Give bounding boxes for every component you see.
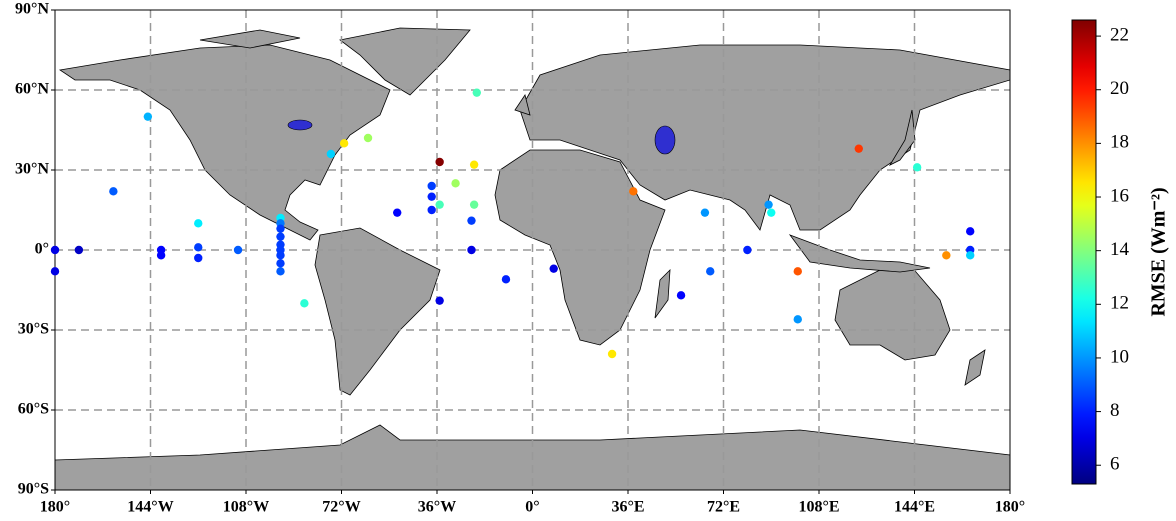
y-tick-label: 0° xyxy=(35,241,49,258)
x-tick-label: 144°E xyxy=(894,499,935,516)
station-point xyxy=(427,181,436,191)
x-tick-label: 72°E xyxy=(707,499,740,516)
y-tick-label: 30°S xyxy=(18,321,49,338)
station-point xyxy=(472,88,481,97)
colorbar-tick-label: 10 xyxy=(1110,346,1129,367)
station-point xyxy=(912,163,922,172)
x-tick-label: 72°W xyxy=(322,499,360,516)
station-point xyxy=(326,149,336,159)
colorbar-tick-label: 12 xyxy=(1110,293,1129,314)
y-tick-label: 60°S xyxy=(18,401,49,418)
station-point xyxy=(966,227,975,236)
station-point xyxy=(156,251,166,260)
station-point xyxy=(700,208,710,217)
station-point xyxy=(793,315,802,324)
station-point xyxy=(435,296,444,305)
x-tick-label: 0° xyxy=(525,499,539,516)
station-point xyxy=(435,200,444,209)
station-point xyxy=(467,216,476,225)
station-point xyxy=(966,251,975,260)
station-point xyxy=(676,291,686,300)
station-point xyxy=(764,200,773,209)
station-point xyxy=(469,160,479,169)
y-tick-label: 60°N xyxy=(15,81,49,98)
landmass xyxy=(54,27,1011,491)
x-tick-label: 180° xyxy=(995,499,1025,516)
station-point xyxy=(276,251,285,260)
station-point xyxy=(427,192,436,201)
station-point xyxy=(50,245,60,255)
station-point xyxy=(194,219,203,228)
x-tick-label: 36°W xyxy=(418,499,456,516)
station-point xyxy=(276,232,285,241)
station-point xyxy=(276,224,285,233)
station-point xyxy=(942,251,951,260)
station-point xyxy=(435,157,444,167)
station-point xyxy=(339,139,349,148)
station-point xyxy=(276,267,285,276)
y-tick-label: 90°N xyxy=(15,1,49,18)
x-tick-label: 180° xyxy=(40,499,70,516)
x-tick-label: 108°W xyxy=(223,499,269,516)
station-point xyxy=(607,349,617,359)
station-point xyxy=(109,187,118,196)
station-point xyxy=(467,245,476,255)
station-point xyxy=(427,205,436,215)
station-point xyxy=(363,133,373,143)
station-point xyxy=(276,259,285,268)
station-point xyxy=(549,264,558,273)
station-point xyxy=(501,275,511,284)
station-point xyxy=(793,267,802,276)
station-point xyxy=(767,208,776,217)
station-point xyxy=(706,267,715,276)
x-tick-label: 36°E xyxy=(611,499,644,516)
station-point xyxy=(50,267,60,276)
y-tick-label: 30°N xyxy=(15,161,49,178)
colorbar-tick-label: 18 xyxy=(1110,132,1129,153)
station-point xyxy=(74,245,84,255)
station-point xyxy=(469,200,479,209)
station-point xyxy=(451,179,460,188)
station-point xyxy=(393,208,402,217)
colorbar-tick-label: 8 xyxy=(1110,400,1120,421)
station-point xyxy=(194,243,203,252)
colorbar-tick-label: 22 xyxy=(1110,24,1129,45)
station-point xyxy=(743,245,752,255)
grid xyxy=(55,10,1010,490)
station-point xyxy=(629,187,638,196)
colorbar-tick-label: 6 xyxy=(1110,454,1120,475)
colorbar-tick-label: 14 xyxy=(1110,239,1130,260)
colorbar-tick-label: 20 xyxy=(1110,78,1129,99)
x-tick-label: 108°E xyxy=(798,499,839,516)
station-point xyxy=(300,299,309,308)
station-point xyxy=(854,144,863,153)
colorbar-tick-label: 16 xyxy=(1110,185,1129,206)
colorbar-label: RMSE (Wm⁻²) xyxy=(1148,187,1170,316)
station-point xyxy=(233,245,243,255)
colorbar xyxy=(1071,19,1097,485)
station-point xyxy=(143,112,153,121)
y-tick-label: 90°S xyxy=(18,481,49,498)
station-point xyxy=(194,253,203,263)
x-tick-label: 144°W xyxy=(127,499,173,516)
